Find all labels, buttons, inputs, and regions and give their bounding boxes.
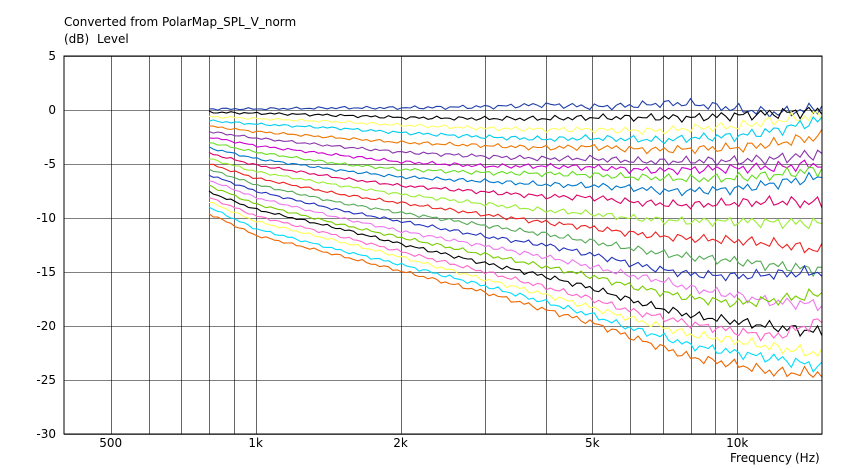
x-tick-label: 10k (726, 436, 748, 450)
chart-title: Converted from PolarMap_SPL_V_norm (64, 15, 296, 29)
series-line-2 (208, 106, 823, 123)
plot-frame (63, 55, 823, 435)
series-line-10 (208, 151, 823, 210)
series-line-3 (208, 111, 823, 136)
series-line-20 (208, 206, 823, 373)
x-tick-label: 2k (393, 436, 408, 450)
series-line-14 (208, 174, 823, 282)
series-line-18 (208, 197, 823, 342)
x-tick-label: 1k (248, 436, 263, 450)
y-axis-unit: (dB) (64, 32, 89, 46)
y-tick-label: 0 (48, 103, 56, 117)
x-tick-label: 5k (585, 436, 600, 450)
series-line-1 (208, 97, 823, 119)
series-line-17 (208, 190, 823, 338)
y-axis-label: Level (97, 32, 129, 46)
series-line-8 (208, 142, 823, 183)
series-line-11 (208, 158, 823, 230)
series-line-15 (208, 180, 823, 312)
series-line-7 (208, 137, 822, 176)
y-tick-label: -30 (36, 427, 56, 441)
y-tick-label: 5 (48, 49, 56, 63)
series-line-9 (208, 146, 823, 197)
y-tick-label: -10 (36, 211, 56, 225)
series-line-4 (208, 116, 823, 145)
y-tick-label: -5 (44, 157, 56, 171)
y-tick-label: -25 (36, 373, 56, 387)
series-line-19 (208, 201, 823, 358)
x-axis-label: Frequency (730, 451, 792, 465)
y-tick-label: -15 (36, 265, 56, 279)
tick-labels: 5 0 -5 -10 -15 -20 -25 -30 500 1k 2k 5k 10k (36, 49, 748, 450)
series-line-21 (208, 213, 823, 378)
x-tick-label: 500 (99, 436, 122, 450)
series-line-16 (208, 184, 823, 308)
x-axis-unit: (Hz) (795, 451, 820, 465)
series-group (208, 97, 823, 378)
series-line-13 (208, 168, 823, 278)
series-line-6 (208, 130, 823, 167)
y-tick-label: -20 (36, 319, 56, 333)
series-line-12 (208, 163, 823, 254)
series-line-5 (208, 125, 823, 155)
